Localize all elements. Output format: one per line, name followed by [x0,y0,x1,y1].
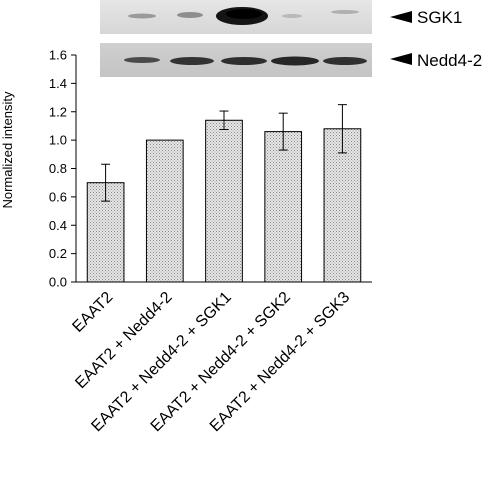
y-tick-label: 0.4 [49,218,67,233]
blot-sgk1-marker: SGK1 [390,8,462,27]
bar [145,139,184,283]
x-tick-label: EAAT2 [69,289,116,336]
blot-sgk1 [100,0,372,34]
y-ticks: 0.0 0.2 0.4 0.6 0.8 1.0 1.2 1.4 1.6 [49,48,76,290]
y-tick-label: 0.8 [49,161,67,176]
y-tick-label: 1.2 [49,104,67,119]
y-tick-label: 0.6 [49,189,67,204]
bar [205,119,243,283]
y-tick-label: 0.2 [49,246,67,261]
y-axis-title: Normalized intensity [0,91,15,209]
blot-sgk1-label: SGK1 [417,8,462,27]
blot-nedd4-2-marker: Nedd4-2 [390,51,482,70]
error-bars [101,104,347,202]
blot-nedd4-2-label: Nedd4-2 [417,51,482,70]
bar [264,131,303,283]
left-triangle-icon [390,11,412,23]
bar [323,128,362,283]
bar-chart: Normalized intensity 0.0 0.2 0.4 0.6 0.8 1.0 1… [0,48,372,435]
y-tick-label: 1.6 [49,48,67,63]
bar [86,182,125,283]
blot-nedd4-2 [100,43,372,77]
bars [86,119,362,283]
y-tick-label: 0.0 [49,275,67,290]
left-triangle-icon [390,53,412,65]
y-tick-label: 1.0 [49,133,67,148]
y-tick-label: 1.4 [49,76,67,91]
